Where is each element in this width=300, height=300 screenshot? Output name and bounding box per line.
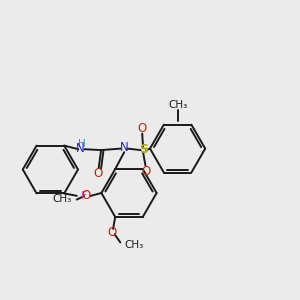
Text: O: O [82,190,91,202]
Text: H: H [78,139,86,149]
Text: O: O [138,122,147,135]
Text: CH₃: CH₃ [125,240,144,250]
Text: O: O [108,226,117,239]
Text: N: N [76,142,85,155]
Text: CH₃: CH₃ [168,100,187,110]
Text: CH₃: CH₃ [52,194,71,204]
Text: S: S [140,143,148,156]
Text: F: F [81,191,87,201]
Text: N: N [120,141,129,154]
Text: O: O [94,167,103,180]
Text: O: O [142,165,151,178]
